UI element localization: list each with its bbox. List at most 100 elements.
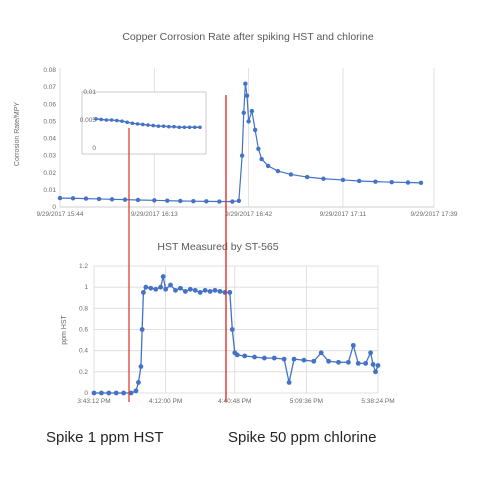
bottom-data-point	[217, 289, 223, 294]
bottom-series-segment	[352, 345, 359, 364]
bottom-data-point	[178, 285, 183, 291]
bottom-data-point	[192, 287, 198, 293]
bottom-data-point	[345, 359, 351, 365]
bottom-data-point	[286, 380, 292, 385]
top-x-tick-label: 9/29/2017 16:42	[225, 211, 272, 218]
top-series-segment	[277, 170, 292, 176]
top-series-segment	[241, 112, 245, 156]
bottom-data-point	[318, 350, 324, 356]
inset-data-point	[172, 124, 176, 129]
top-chart-title: Copper Corrosion Rate after spiking HST …	[122, 31, 374, 43]
hst-spike-caption: Spike 1 ppm HST	[46, 429, 164, 446]
bottom-series-segment	[137, 366, 142, 383]
inset-data-point	[99, 117, 103, 122]
inset-data-point	[130, 121, 135, 126]
bottom-data-point	[173, 287, 178, 293]
inset-data-point	[187, 125, 192, 130]
top-chart-gridlines	[59, 68, 435, 207]
inset-data-point	[135, 122, 140, 126]
top-series-segment	[254, 129, 259, 149]
bottom-series-segment	[140, 329, 143, 367]
bottom-chart-y-axis-label: ppm HST	[61, 314, 68, 344]
inset-data-point	[146, 123, 150, 127]
top-data-point	[243, 81, 248, 86]
top-data-point	[178, 198, 183, 204]
top-data-point	[70, 196, 76, 201]
inset-data-point	[104, 118, 109, 122]
bottom-data-point	[370, 362, 376, 367]
bottom-data-point	[202, 287, 208, 293]
bottom-series-segment	[288, 358, 295, 383]
inset-series	[94, 117, 202, 130]
top-data-point	[135, 197, 141, 203]
bottom-data-point	[99, 390, 104, 396]
bottom-data-point	[326, 358, 332, 364]
top-data-point	[259, 156, 264, 162]
top-x-tick-label: 9/29/2017 17:11	[320, 211, 367, 218]
bottom-data-point	[158, 284, 164, 290]
chlorine-spike-caption: Spike 50 ppm chlorine	[228, 429, 376, 446]
bottom-data-point	[212, 287, 218, 293]
inset-data-point	[120, 119, 124, 123]
bottom-data-point	[262, 355, 267, 361]
top-data-point	[256, 146, 261, 151]
inset-data-point	[156, 124, 161, 128]
top-series-segment	[238, 155, 243, 201]
bottom-data-point	[138, 364, 144, 369]
top-series-segment	[375, 181, 392, 183]
bottom-data-point	[234, 352, 240, 358]
bottom-chart-x-ticks: 3:43:12 PM 4:12:00 PM 4:40:48 PM 5:09:36 PM…	[77, 398, 394, 405]
top-series-segment	[251, 110, 256, 131]
top-y-tick-label: 0	[52, 204, 56, 211]
inset-y-tick-label: 0	[92, 145, 96, 152]
top-data-point	[288, 172, 294, 177]
top-data-point	[244, 93, 250, 98]
bottom-data-point	[281, 356, 287, 362]
bottom-data-point	[227, 290, 233, 295]
bottom-y-tick-label: 0.4	[79, 348, 88, 355]
bottom-data-point	[242, 353, 248, 359]
bottom-data-point	[252, 354, 257, 360]
inset-data-point	[167, 124, 171, 129]
inset-data-point	[141, 122, 145, 127]
top-data-point	[321, 176, 326, 181]
inset-y-tick-label: 0.005	[80, 117, 97, 124]
top-y-tick-label: 0.05	[43, 118, 56, 125]
bottom-data-point	[363, 360, 369, 366]
bottom-data-point	[350, 342, 356, 348]
top-y-tick-label: 0.06	[43, 101, 56, 108]
bottom-chart-gridlines	[93, 265, 379, 394]
top-series-segment	[290, 173, 308, 178]
top-data-point	[340, 177, 346, 183]
bottom-data-point	[355, 360, 361, 366]
bottom-data-point	[133, 388, 139, 394]
top-data-point	[204, 199, 209, 204]
bottom-series-segment	[141, 292, 145, 330]
bottom-series-segment	[347, 345, 354, 363]
bottom-data-point	[207, 289, 213, 294]
bottom-data-point	[121, 390, 127, 396]
bottom-chart-title: HST Measured by ST-565	[157, 241, 278, 253]
top-y-tick-label: 0.04	[43, 136, 56, 143]
inset-data-point	[161, 124, 166, 128]
bottom-data-point	[311, 358, 317, 364]
top-series-segment	[243, 83, 246, 113]
inset-data-point	[115, 118, 119, 123]
bottom-chart-y-ticks: 0 0.2 0.4 0.6 0.8 1 1.2	[79, 263, 88, 397]
bottom-data-point	[160, 274, 166, 279]
inset-y-ticks: 0.01 0.005 0	[80, 89, 97, 152]
bottom-data-point	[128, 390, 134, 396]
top-data-point	[230, 199, 235, 204]
top-y-tick-label: 0.08	[43, 67, 56, 74]
inset-frame	[81, 91, 207, 155]
bottom-data-point	[168, 282, 173, 288]
top-series-segment	[307, 176, 324, 180]
inset-data-point	[125, 120, 129, 125]
top-data-point	[275, 168, 281, 174]
inset-data-point	[193, 125, 197, 130]
top-data-point	[373, 179, 378, 184]
bottom-data-point	[229, 327, 235, 332]
bottom-data-point	[301, 357, 307, 363]
bottom-x-tick-label: 5:09:36 PM	[290, 398, 323, 405]
